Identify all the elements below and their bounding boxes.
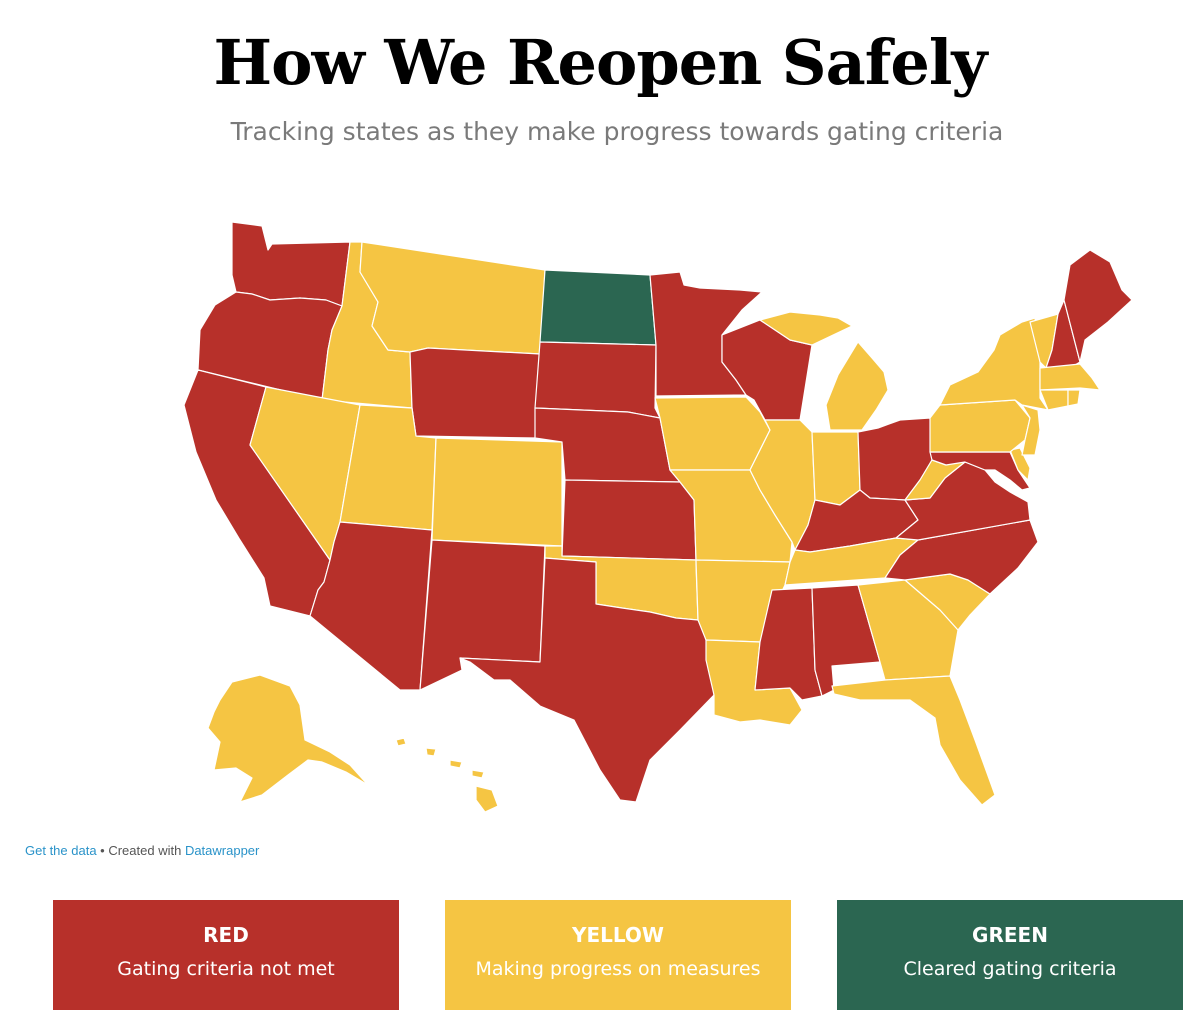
state-ma[interactable] [1039,363,1101,391]
state-il[interactable] [749,419,816,551]
legend-green-name: GREEN [972,923,1048,947]
state-ri[interactable] [1067,389,1081,407]
state-nd[interactable] [539,269,657,346]
legend-yellow-name: YELLOW [572,923,664,947]
get-the-data-link[interactable]: Get the data [25,843,97,858]
state-de[interactable] [1009,447,1031,481]
state-mt[interactable] [359,241,546,355]
state-mi[interactable] [759,311,889,431]
credit-line: Get the data • Created with Datawrapper [25,842,259,860]
legend-green-description: Cleared gating criteria [903,958,1117,980]
legend-yellow-description: Making progress on measures [475,958,761,980]
state-ia[interactable] [654,396,771,471]
state-hi[interactable] [395,737,499,813]
state-mn[interactable] [649,271,763,397]
legend-green: GREEN Cleared gating criteria [837,900,1183,1010]
state-ak[interactable] [207,674,369,803]
credit-separator: • Created with [96,843,185,858]
state-co[interactable] [431,437,563,547]
state-me[interactable] [1063,249,1133,363]
page-subtitle: Tracking states as they make progress to… [230,117,1004,146]
legend-red: RED Gating criteria not met [53,900,399,1010]
state-nj[interactable] [1021,404,1041,456]
datawrapper-link[interactable]: Datawrapper [184,843,260,858]
legend-red-name: RED [203,923,249,947]
state-tx[interactable] [459,557,715,803]
state-wy[interactable] [409,347,541,439]
state-in[interactable] [811,431,861,506]
state-fl[interactable] [831,675,996,806]
legend-red-description: Gating criteria not met [117,958,335,980]
state-nc[interactable] [884,519,1039,595]
state-pa[interactable] [929,399,1031,453]
state-ny[interactable] [939,317,1049,411]
state-ks[interactable] [561,479,697,561]
state-sd[interactable] [534,341,661,419]
page-title: How We Reopen Safely [213,26,988,99]
legend-yellow: YELLOW Making progress on measures [445,900,791,1010]
